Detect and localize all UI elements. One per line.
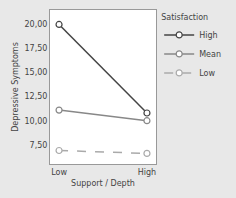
svg-text:High: High: [199, 31, 217, 40]
svg-text:Mean: Mean: [199, 50, 221, 59]
svg-text:High: High: [138, 168, 156, 177]
svg-text:15,00: 15,00: [24, 68, 47, 77]
svg-text:10,00: 10,00: [24, 116, 47, 125]
svg-text:Depressive Symptoms: Depressive Symptoms: [11, 42, 20, 132]
svg-text:20,00: 20,00: [24, 20, 47, 29]
svg-text:Low: Low: [51, 168, 67, 177]
svg-text:7,50: 7,50: [30, 141, 48, 150]
svg-text:Support / Depth: Support / Depth: [71, 179, 135, 188]
svg-text:12,50: 12,50: [24, 92, 47, 101]
svg-text:17,50: 17,50: [24, 44, 47, 53]
svg-text:Low: Low: [199, 69, 215, 78]
svg-text:Satisfaction: Satisfaction: [161, 13, 208, 22]
